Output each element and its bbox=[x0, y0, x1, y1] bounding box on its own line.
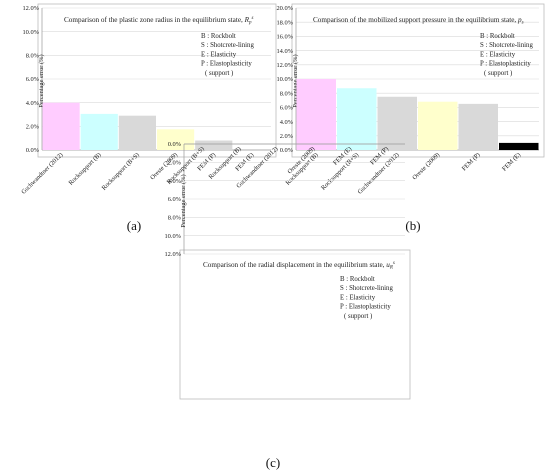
chart-panel-c: 0.0% 2.0% 4.0% 6.0% 8.0% 10.0% 12.0% Percentage… bbox=[164, 141, 411, 470]
bar-oreste-2009 bbox=[157, 129, 195, 150]
bar-rocksupport-b-s bbox=[337, 88, 377, 150]
y-tick-label: 10.0% bbox=[276, 76, 293, 83]
y-tick-label: 6.0% bbox=[280, 105, 294, 112]
y-tick-label: 4.0% bbox=[280, 119, 294, 126]
y-tick-label: 4.0% bbox=[168, 178, 182, 185]
y-tick-label: 2.0% bbox=[168, 160, 182, 167]
y-tick-label: 12.0% bbox=[276, 62, 293, 69]
chart-frame bbox=[179, 249, 411, 400]
chart-title: Comparison of the radial displacement in… bbox=[203, 261, 395, 271]
y-axis-label: Percentage error (%) bbox=[38, 54, 45, 107]
y-tick-label: 8.0% bbox=[280, 90, 294, 97]
legend-entry: E : Elasticity bbox=[201, 51, 237, 58]
y-tick-label: 10.0% bbox=[164, 233, 181, 240]
bar-fem-p bbox=[195, 140, 233, 150]
y-tick-label: 18.0% bbox=[276, 19, 293, 26]
y-axis-label: Percentage error (%) bbox=[292, 54, 299, 107]
bar-fem-p bbox=[458, 103, 498, 150]
legend-entry: S : Shotcrete-lining bbox=[201, 42, 254, 49]
bar-fem-e bbox=[499, 142, 539, 150]
legend-entry: E : Elasticity bbox=[340, 294, 376, 301]
panel-label: (c) bbox=[266, 455, 280, 470]
panel-label: (a) bbox=[127, 218, 141, 233]
legend-entry: P : Elastoplasticity bbox=[480, 61, 531, 68]
bar-rocksupport-b-s bbox=[118, 115, 156, 150]
bar-rocksupport-b bbox=[80, 113, 118, 150]
y-tick-label: 0.0% bbox=[26, 147, 40, 154]
legend-entry: P : Elastoplasticity bbox=[201, 61, 252, 68]
legend-entry: P : Elastoplasticity bbox=[340, 304, 391, 311]
y-tick-label: 12.0% bbox=[164, 251, 181, 258]
y-tick-label: 14.0% bbox=[276, 48, 293, 55]
y-tick-label: 2.0% bbox=[26, 124, 40, 131]
y-tick-label: 10.0% bbox=[22, 29, 39, 36]
legend-entry: ( support ) bbox=[344, 313, 372, 320]
y-axis-label: Percentage error (%) bbox=[180, 174, 187, 227]
y-tick-label: 12.0% bbox=[22, 5, 39, 12]
y-tick-label: 20.0% bbox=[276, 5, 293, 12]
y-tick-label: 6.0% bbox=[168, 196, 182, 203]
y-tick-label: 6.0% bbox=[26, 76, 40, 83]
chart-panel-a: 0.0% 2.0% 4.0% 6.0% 8.0% 10.0% 12.0% Percentage… bbox=[20, 3, 277, 233]
bar-rocksupport-b bbox=[296, 79, 336, 150]
bar-gschwandtner-2012 bbox=[42, 102, 80, 150]
chart-title: Comparison of the plastic zone radius in… bbox=[64, 16, 254, 26]
legend-entry: S : Shotcrete-lining bbox=[340, 285, 393, 292]
x-tick-label: Gschwandtner (2012) bbox=[20, 151, 64, 195]
chart-title: Comparison of the mobilized support pres… bbox=[313, 16, 524, 26]
chart-panel-b: 0.0% 2.0% 4.0% 6.0% 8.0% 10.0% 12.0% 14.0% 16.0%… bbox=[276, 3, 545, 233]
legend-entry: E : Elasticity bbox=[480, 51, 516, 58]
y-tick-label: 2.0% bbox=[280, 133, 294, 140]
bar-oreste-2009 bbox=[418, 101, 458, 150]
y-tick-label: 8.0% bbox=[26, 53, 40, 60]
legend-entry: B : Rockbolt bbox=[480, 33, 515, 40]
y-tick-label: 16.0% bbox=[276, 34, 293, 41]
y-tick-label: 0.0% bbox=[168, 141, 182, 148]
y-tick-label: 4.0% bbox=[26, 100, 40, 107]
bar-gschwandtner-2012 bbox=[377, 96, 417, 150]
legend-entry: B : Rockbolt bbox=[340, 276, 375, 283]
legend-entry: S : Shotcrete-lining bbox=[480, 42, 533, 49]
panel-label: (b) bbox=[405, 218, 420, 233]
y-tick-label: 8.0% bbox=[168, 215, 182, 222]
legend-entry: ( support ) bbox=[484, 70, 512, 77]
legend-entry: B : Rockbolt bbox=[201, 33, 236, 40]
legend-entry: ( support ) bbox=[205, 70, 233, 77]
y-tick-label: 0.0% bbox=[280, 147, 294, 154]
x-tick-label: Rocksupport (B+S) bbox=[101, 151, 141, 191]
